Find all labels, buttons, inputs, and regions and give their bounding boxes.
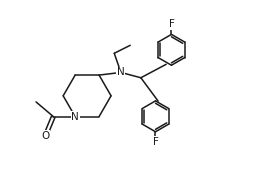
Text: F: F [153, 137, 158, 147]
Text: N: N [71, 112, 79, 122]
Text: O: O [41, 131, 49, 141]
Text: N: N [117, 67, 125, 78]
Text: F: F [168, 19, 174, 29]
